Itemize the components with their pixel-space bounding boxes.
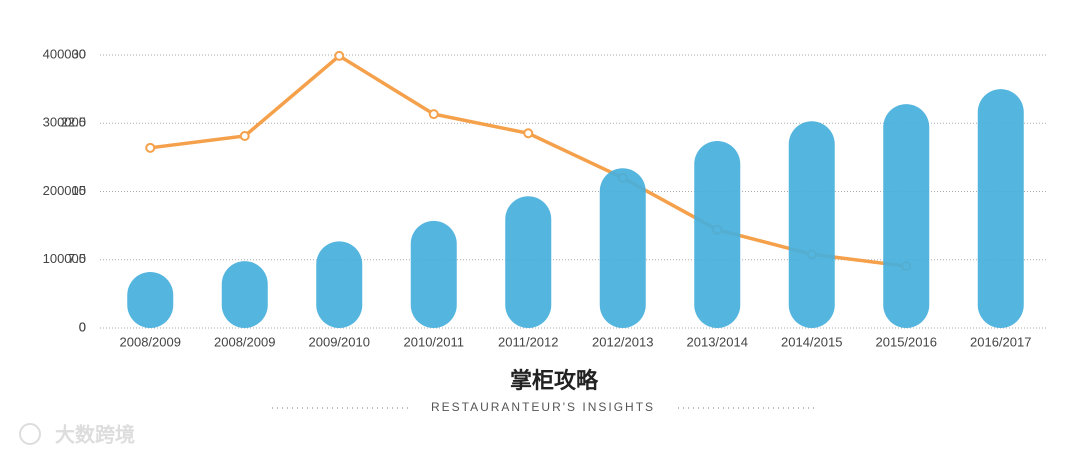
x-tick-label: 2016/2017 [970, 334, 1031, 349]
y-tick-label: 0 [79, 319, 86, 334]
line-point [239, 130, 250, 141]
footer-subtitle: RESTAURANTEUR'S INSIGHTS [431, 400, 655, 414]
y-tick-label: 200000 [43, 183, 86, 198]
x-tick-label: 2013/2014 [687, 334, 748, 349]
line-point [523, 128, 534, 139]
bar [788, 121, 835, 328]
y-tick-label: 100000 [43, 251, 86, 266]
bar [316, 241, 363, 328]
y2-tick-label: 15 [72, 183, 86, 198]
x-tick-label: 2011/2012 [498, 334, 559, 349]
x-tick-label: 2015/2016 [876, 334, 937, 349]
y-tick-label: 300000 [43, 115, 86, 130]
line-point [334, 50, 345, 61]
x-tick-label: 2014/2015 [781, 334, 842, 349]
footer-title: 掌柜攻略 [510, 368, 599, 393]
y2-tick-label: 30 [72, 46, 86, 61]
bar [883, 104, 930, 328]
x-tick-label: 2012/2013 [592, 334, 653, 349]
y2-tick-label: 0 [79, 319, 86, 334]
y2-tick-label: 7.5 [68, 251, 86, 266]
line-point [428, 109, 439, 120]
watermark-icon [19, 423, 41, 445]
x-tick-label: 2008/2009 [120, 334, 181, 349]
y2-tick-label: 22.5 [61, 115, 86, 130]
bar [977, 89, 1024, 328]
y-tick-label: 400000 [43, 46, 86, 61]
bar [505, 196, 552, 328]
line-point [145, 142, 156, 153]
x-tick-label: 2009/2010 [309, 334, 370, 349]
bar [599, 168, 646, 328]
x-tick-label: 2008/2009 [214, 334, 275, 349]
bar [410, 220, 457, 328]
bar [127, 272, 174, 328]
bar [221, 261, 268, 328]
bar [694, 140, 741, 328]
watermark: 大数跨境 [55, 422, 135, 446]
x-tick-label: 2010/2011 [404, 334, 465, 349]
